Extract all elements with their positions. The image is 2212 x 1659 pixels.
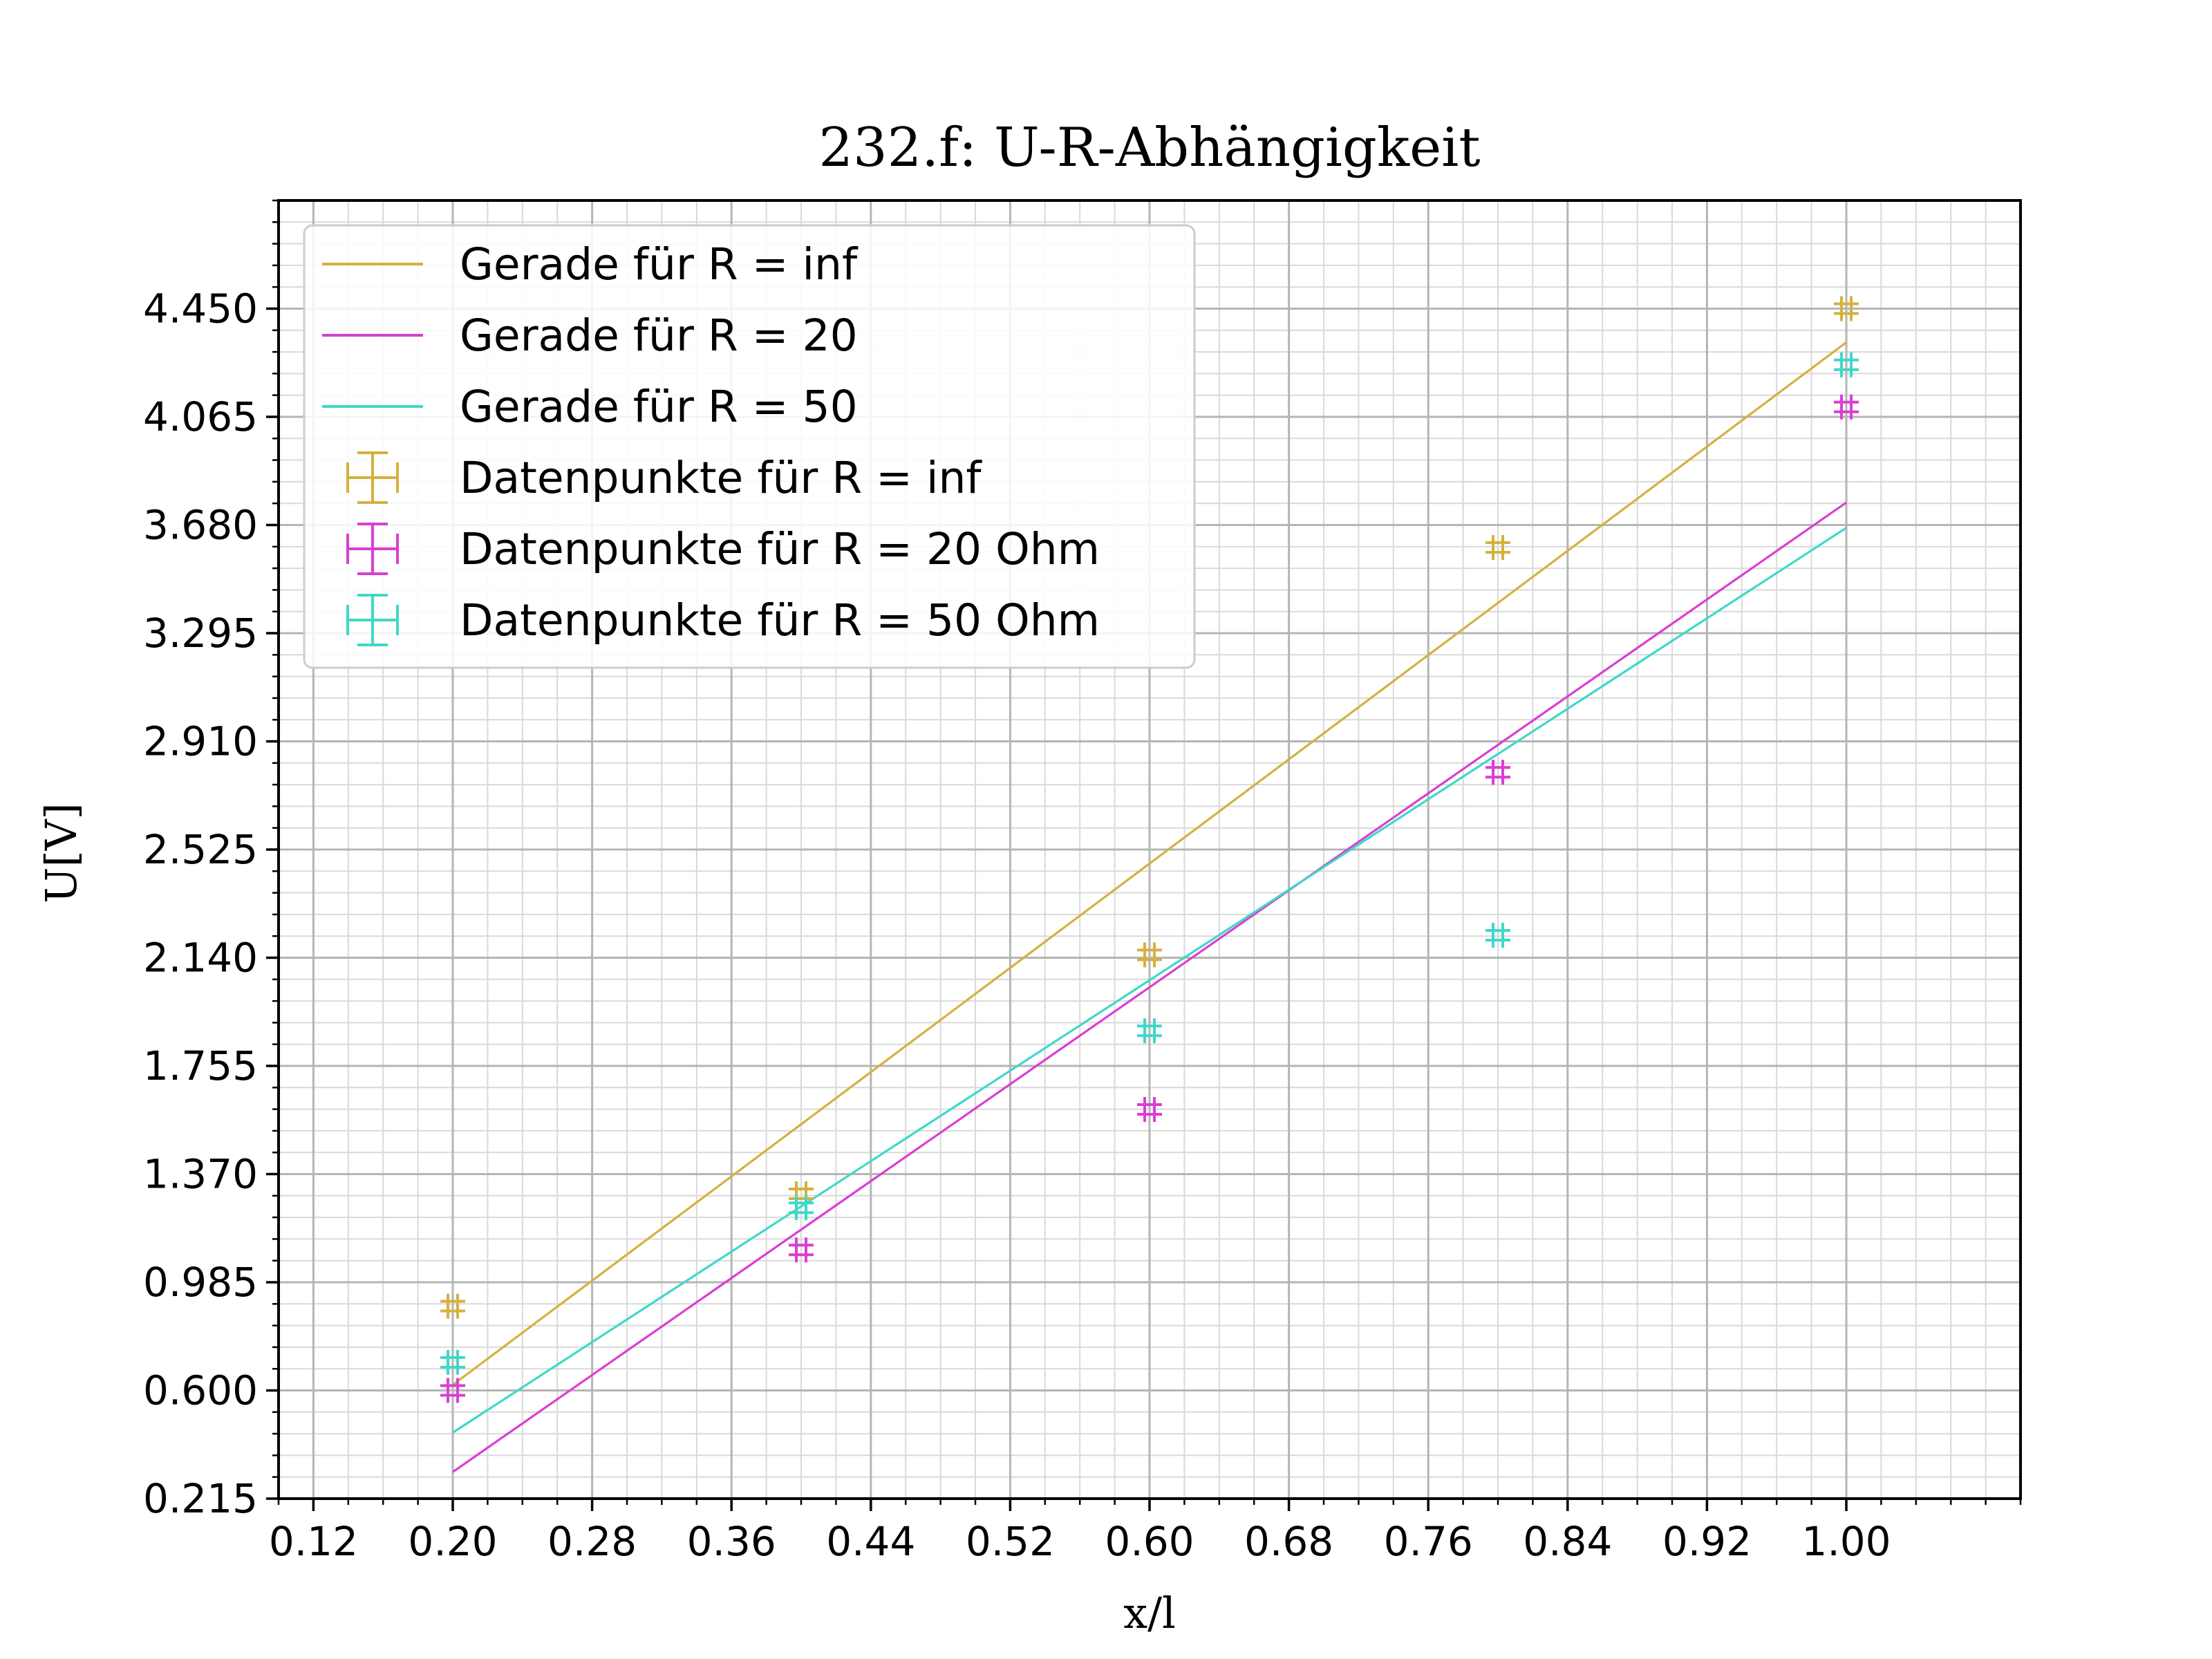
legend-label: Datenpunkte für R = 20 Ohm xyxy=(460,524,1100,574)
legend-entry: Gerade für R = 20 xyxy=(322,310,858,361)
x-tick-label: 0.20 xyxy=(408,1518,497,1565)
y-tick-label: 3.680 xyxy=(143,502,258,549)
legend-entry: Datenpunkte für R = 20 Ohm xyxy=(346,523,1100,575)
x-tick-label: 0.28 xyxy=(547,1518,637,1565)
legend-entry: Gerade für R = 50 xyxy=(322,382,858,432)
data-point xyxy=(440,1293,465,1319)
y-tick-label: 2.525 xyxy=(143,826,258,873)
axes-layer: 0.12 0.20 0.28 0.36 0.44 0.52 0.60 0.68 0.76 0.84… xyxy=(143,199,2022,1565)
y-tick-label: 4.065 xyxy=(143,393,258,440)
data-point xyxy=(440,1349,465,1375)
fit-line xyxy=(452,527,1847,1434)
legend-box xyxy=(303,224,1196,669)
x-tick-label: 0.44 xyxy=(826,1518,915,1565)
x-tick-label: 0.76 xyxy=(1384,1518,1473,1565)
data-point xyxy=(1137,1097,1162,1123)
y-tick-label: 1.755 xyxy=(143,1042,258,1089)
y-tick-label: 1.370 xyxy=(143,1151,258,1198)
data-point xyxy=(1137,1018,1162,1044)
legend-label: Gerade für R = inf xyxy=(460,239,859,290)
y-tick-label: 4.450 xyxy=(143,285,258,332)
fit-line xyxy=(452,501,1847,1473)
y-tick-label: 2.910 xyxy=(143,718,258,765)
legend-label: Gerade für R = 50 xyxy=(460,382,858,432)
x-tick-label: 0.92 xyxy=(1662,1518,1752,1565)
y-tick-label: 2.140 xyxy=(143,935,258,982)
x-tick-label: 0.68 xyxy=(1244,1518,1333,1565)
x-tick-label: 0.12 xyxy=(269,1518,358,1565)
data-point xyxy=(1137,942,1162,968)
legend: Gerade für R = inf Gerade für R = 20 Gerad… xyxy=(303,224,1196,669)
fit-line xyxy=(452,341,1847,1386)
data-point xyxy=(1834,296,1859,321)
x-tick-label: 0.36 xyxy=(687,1518,776,1565)
legend-entry: Datenpunkte für R = 50 Ohm xyxy=(346,594,1100,646)
data-point xyxy=(440,1378,465,1403)
data-point xyxy=(1834,352,1859,377)
x-tick-label: 0.52 xyxy=(966,1518,1055,1565)
data-point xyxy=(1485,760,1510,785)
data-point xyxy=(789,1195,814,1221)
legend-label: Datenpunkte für R = inf xyxy=(460,453,982,503)
chart-title: 232.f: U-R-Abhängigkeit xyxy=(818,117,1480,179)
y-tick-label: 0.215 xyxy=(143,1475,258,1522)
y-axis-label: U[V] xyxy=(36,803,86,903)
legend-label: Datenpunkte für R = 50 Ohm xyxy=(460,595,1100,646)
series-layer xyxy=(440,296,1859,1473)
data-point xyxy=(1485,922,1510,948)
x-tick-label: 0.60 xyxy=(1105,1518,1194,1565)
data-point xyxy=(1834,394,1859,420)
legend-label: Gerade für R = 20 xyxy=(460,310,858,361)
x-tick-label: 1.00 xyxy=(1801,1518,1891,1565)
legend-entry: Datenpunkte für R = inf xyxy=(346,451,982,504)
legend-entry: Gerade für R = inf xyxy=(322,239,859,290)
data-point xyxy=(1485,535,1510,561)
x-axis-label: x/l xyxy=(1123,1588,1176,1638)
y-tick-label: 0.985 xyxy=(143,1259,258,1306)
data-point xyxy=(789,1237,814,1263)
x-tick-label: 0.84 xyxy=(1523,1518,1612,1565)
y-tick-label: 3.295 xyxy=(143,610,258,657)
y-tick-label: 0.600 xyxy=(143,1367,258,1414)
